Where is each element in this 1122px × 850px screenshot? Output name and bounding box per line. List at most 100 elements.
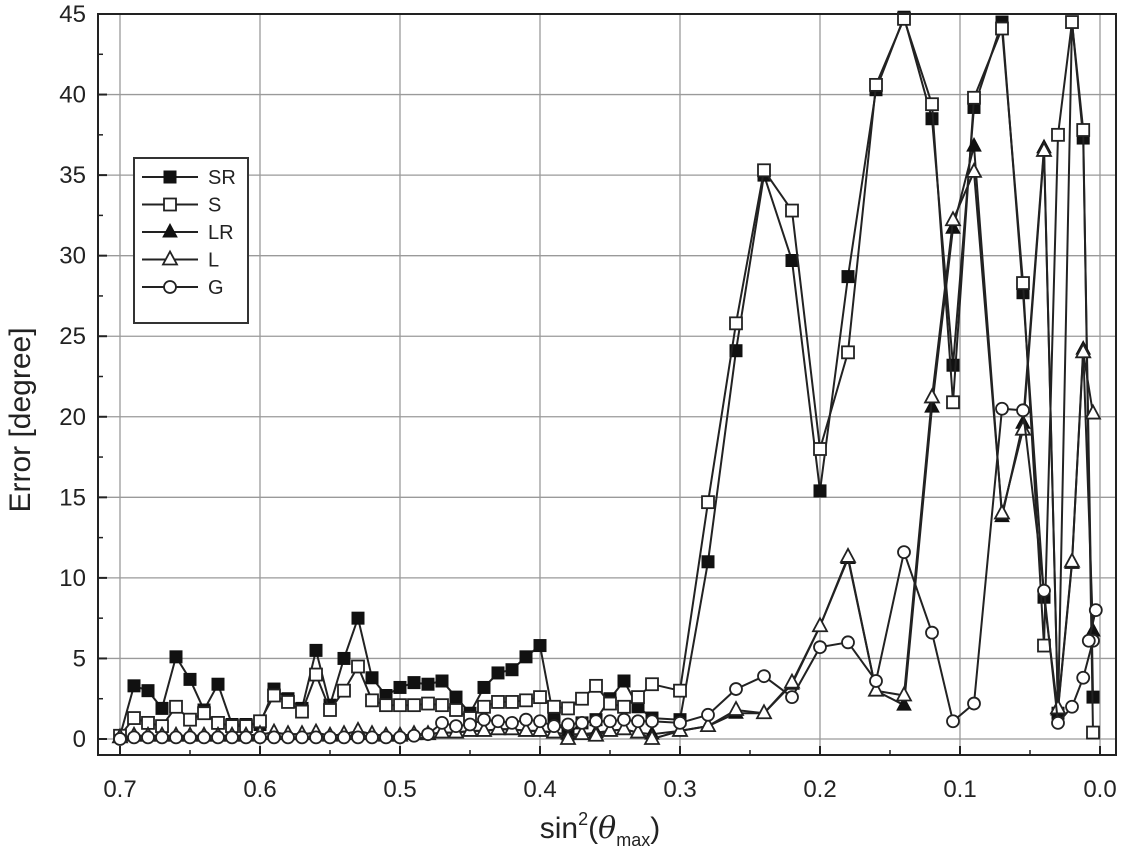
point-g — [967, 696, 981, 711]
point-l — [601, 721, 619, 737]
point-sr — [841, 270, 855, 284]
point-s — [701, 495, 715, 510]
point-g — [141, 730, 155, 745]
point-g — [617, 712, 631, 727]
point-s — [1016, 276, 1030, 290]
point-g — [155, 730, 169, 745]
point-s — [617, 699, 631, 714]
point-s — [309, 667, 323, 682]
point-l — [573, 724, 591, 741]
point-s — [785, 203, 799, 218]
point-g — [449, 719, 463, 734]
point-s — [729, 316, 743, 331]
point-g — [631, 714, 645, 729]
y-tick-label: 0 — [73, 726, 86, 753]
legend: SR S LR LG — [133, 157, 249, 324]
point-s — [407, 698, 421, 713]
point-g — [645, 714, 659, 729]
point-sr — [155, 701, 169, 715]
point-s — [295, 704, 309, 719]
y-tick-label: 35 — [59, 162, 86, 189]
point-g — [1016, 403, 1030, 418]
point-sr — [491, 666, 505, 680]
point-sr — [617, 674, 631, 688]
y-tick-label: 40 — [59, 82, 86, 109]
point-g — [491, 714, 505, 729]
legend-item-g: G — [142, 277, 224, 299]
point-s — [995, 21, 1009, 36]
x-tick-label: 0.4 — [523, 776, 556, 803]
y-tick-label: 5 — [73, 645, 86, 672]
point-s — [1086, 725, 1100, 740]
y-tick-label: 45 — [59, 1, 86, 28]
point-sr — [183, 672, 197, 686]
point-s — [449, 703, 463, 717]
legend-marker-s — [163, 197, 177, 212]
point-sr — [701, 555, 715, 569]
point-s — [183, 712, 197, 727]
point-s — [435, 698, 449, 713]
point-l — [811, 616, 829, 633]
series-s — [113, 11, 1100, 743]
legend-marker-sr — [163, 170, 177, 184]
point-s — [505, 695, 519, 709]
legend-marker-g — [163, 280, 177, 294]
x-axis-title-paren-open: ( — [588, 812, 598, 845]
point-s — [1051, 127, 1065, 142]
point-sr — [127, 679, 141, 693]
point-l — [1084, 403, 1102, 420]
point-s — [946, 395, 960, 410]
point-g — [253, 730, 267, 745]
point-s — [841, 345, 855, 360]
series-line-l — [119, 150, 1094, 741]
point-s — [379, 698, 393, 713]
point-l — [923, 387, 941, 404]
point-l — [615, 719, 633, 736]
point-l — [699, 716, 717, 733]
point-s — [869, 77, 883, 92]
point-g — [323, 730, 337, 745]
series-line-lr — [119, 145, 1094, 739]
point-s — [477, 699, 491, 714]
legend-label-sr: SR — [208, 167, 236, 189]
series-line-s — [119, 15, 1094, 737]
x-tick-label: 0.0 — [1083, 776, 1116, 803]
point-s — [337, 683, 351, 698]
point-s — [757, 163, 771, 178]
point-sr — [421, 677, 435, 691]
y-tick-label: 15 — [59, 484, 86, 511]
point-g — [897, 545, 911, 560]
point-l — [1074, 342, 1092, 359]
point-g — [435, 715, 449, 730]
point-g — [673, 715, 687, 730]
point-s — [897, 11, 911, 26]
point-s — [813, 442, 827, 456]
point-g — [1076, 670, 1091, 685]
point-s — [393, 698, 407, 713]
point-sr — [505, 663, 519, 677]
x-axis-title-sin: sin — [540, 812, 578, 845]
point-l — [783, 672, 801, 689]
point-g — [267, 730, 281, 745]
point-sr — [435, 674, 449, 688]
point-s — [925, 97, 939, 112]
point-l — [629, 722, 647, 739]
point-s — [1065, 15, 1079, 29]
y-tick-label: 20 — [59, 404, 86, 431]
point-g — [925, 625, 939, 640]
point-g — [365, 730, 379, 745]
point-l — [1063, 551, 1081, 568]
point-sr — [785, 254, 799, 267]
point-s — [673, 683, 687, 698]
point-g — [169, 730, 183, 745]
x-tick-label: 0.1 — [943, 776, 976, 803]
point-s — [603, 696, 617, 711]
x-tick-label: 0.5 — [383, 776, 416, 803]
legend-label-g: G — [208, 277, 224, 299]
point-sr — [477, 680, 491, 694]
point-g — [841, 635, 855, 650]
point-g — [785, 690, 799, 705]
point-s — [281, 695, 295, 709]
point-l — [993, 503, 1011, 520]
